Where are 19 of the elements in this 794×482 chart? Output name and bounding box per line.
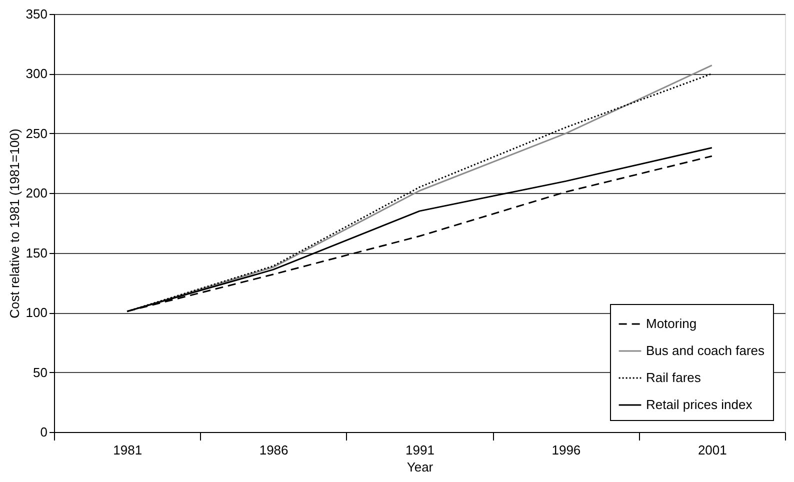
legend-label: Bus and coach fares [646,343,766,358]
x-tick-label: 1996 [552,442,581,458]
y-tick-label: 350 [26,6,48,22]
x-tick-label: 2001 [698,442,727,458]
y-tick-label: 200 [26,186,48,201]
y-axis-title: Cost relative to 1981 (1981=100) [6,128,22,318]
y-tick-label: 100 [26,305,48,320]
legend-label: Retail prices index [646,397,753,412]
y-tick-label: 50 [33,364,48,380]
y-tick-label: 250 [26,126,48,141]
x-tick-label: 1991 [406,442,434,458]
x-axis-title: Year [406,460,434,474]
x-tick-label: 1981 [113,442,142,458]
y-tick-label: 0 [40,424,48,440]
legend-label: Rail fares [646,370,702,385]
legend-label: Motoring [646,316,697,331]
y-tick-label: 300 [26,66,48,82]
x-tick-label: 1986 [259,442,288,458]
y-tick-label: 150 [26,245,48,260]
